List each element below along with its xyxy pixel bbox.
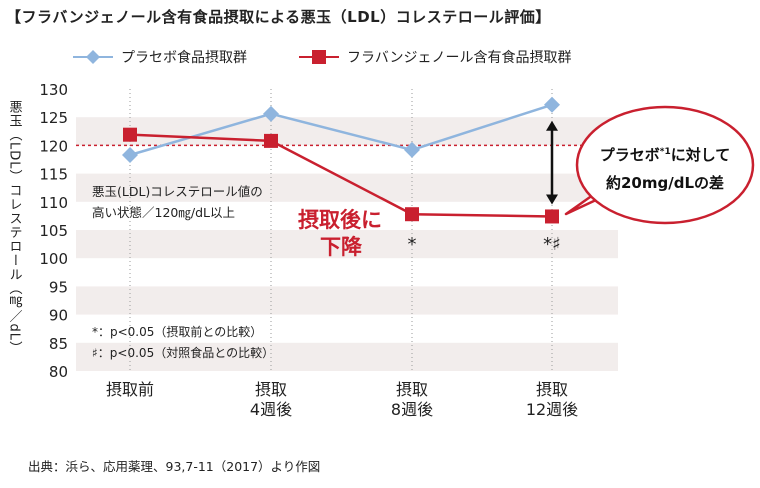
y-tick-label: 110 [39,194,68,212]
x-tick-label: 摂取前 [106,380,154,399]
grid-band [76,230,618,259]
significance-mark: * [408,234,417,255]
significance-legend: *：p<0.05（摂取前との比較） ♯：p<0.05（対照食品との比較） [92,324,274,360]
x-tick-label: 摂取 8週後 [391,380,433,419]
callout-tail-cover [588,186,606,198]
significance-legend-line: ♯：p<0.05（対照食品との比較） [92,345,274,360]
y-tick-label: 125 [39,109,68,127]
grid-band [76,342,618,371]
source-citation: 出典：浜ら、応用薬理、93,7-11（2017）より作図 [28,459,321,474]
decrease-label-line1: 摂取後に [298,208,382,232]
significance-mark: *♯ [543,234,561,255]
flavangenol-point [264,133,278,148]
y-tick-label: 95 [49,278,68,296]
x-tick-label: 摂取 4週後 [250,380,292,419]
placebo-point [404,141,420,158]
x-axis-ticks: 摂取前 摂取 4週後 摂取 8週後 摂取 12週後 [106,380,578,419]
callout-line1: プラセボ*1に対して [600,146,731,164]
y-tick-label: 120 [39,137,68,155]
series-group [122,96,560,224]
difference-arrow-head-down [546,194,558,205]
y-tick-label: 115 [39,166,68,184]
x-tick-label: 摂取 12週後 [526,380,578,419]
y-axis-label: 悪玉（LDL）コレステロール（㎎／dL） [7,100,23,355]
grid-band [76,117,618,146]
grid-bands [76,117,618,371]
placebo-point [544,96,560,113]
chart-title: 【フラバンジェノール含有食品摂取による悪玉（LDL）コレステロール評価】 [6,8,551,26]
legend: プラセボ食品摂取群 フラバンジェノール含有食品摂取群 [73,49,572,66]
y-tick-label: 85 [49,335,68,353]
grid-band [76,286,618,315]
legend-label-flavangenol: フラバンジェノール含有食品摂取群 [347,49,572,66]
placebo-point [263,105,279,122]
legend-label-placebo: プラセボ食品摂取群 [121,49,247,66]
y-tick-label: 130 [39,81,68,99]
y-tick-label: 105 [39,222,68,240]
placebo-line [129,103,553,157]
threshold-note-line: 高い状態／120㎎/dL以上 [92,205,235,220]
decrease-label-line2: 下降 [320,235,363,259]
y-tick-label: 100 [39,250,68,268]
grid-band [76,173,618,202]
significance-legend-line: *：p<0.05（摂取前との比較） [92,324,262,339]
flavangenol-point [405,207,419,222]
callout-bubble [575,105,755,225]
flavangenol-point [123,127,137,142]
y-tick-label: 90 [49,307,68,325]
legend-marker-square [312,50,326,64]
threshold-note-line: 悪玉(LDL)コレステロール値の [92,184,263,199]
callout-line2: 約20mg/dLの差 [606,174,724,192]
legend-marker-diamond [86,50,100,64]
significance-marks: * *♯ [408,234,561,255]
y-axis-ticks: 80 85 90 95 100 105 110 115 120 125 130 [39,81,68,381]
difference-arrow [546,120,558,205]
flavangenol-line [129,133,553,218]
difference-arrow-head-up [546,120,558,131]
y-tick-label: 80 [49,363,68,381]
flavangenol-point [545,209,559,224]
placebo-point [122,146,138,163]
